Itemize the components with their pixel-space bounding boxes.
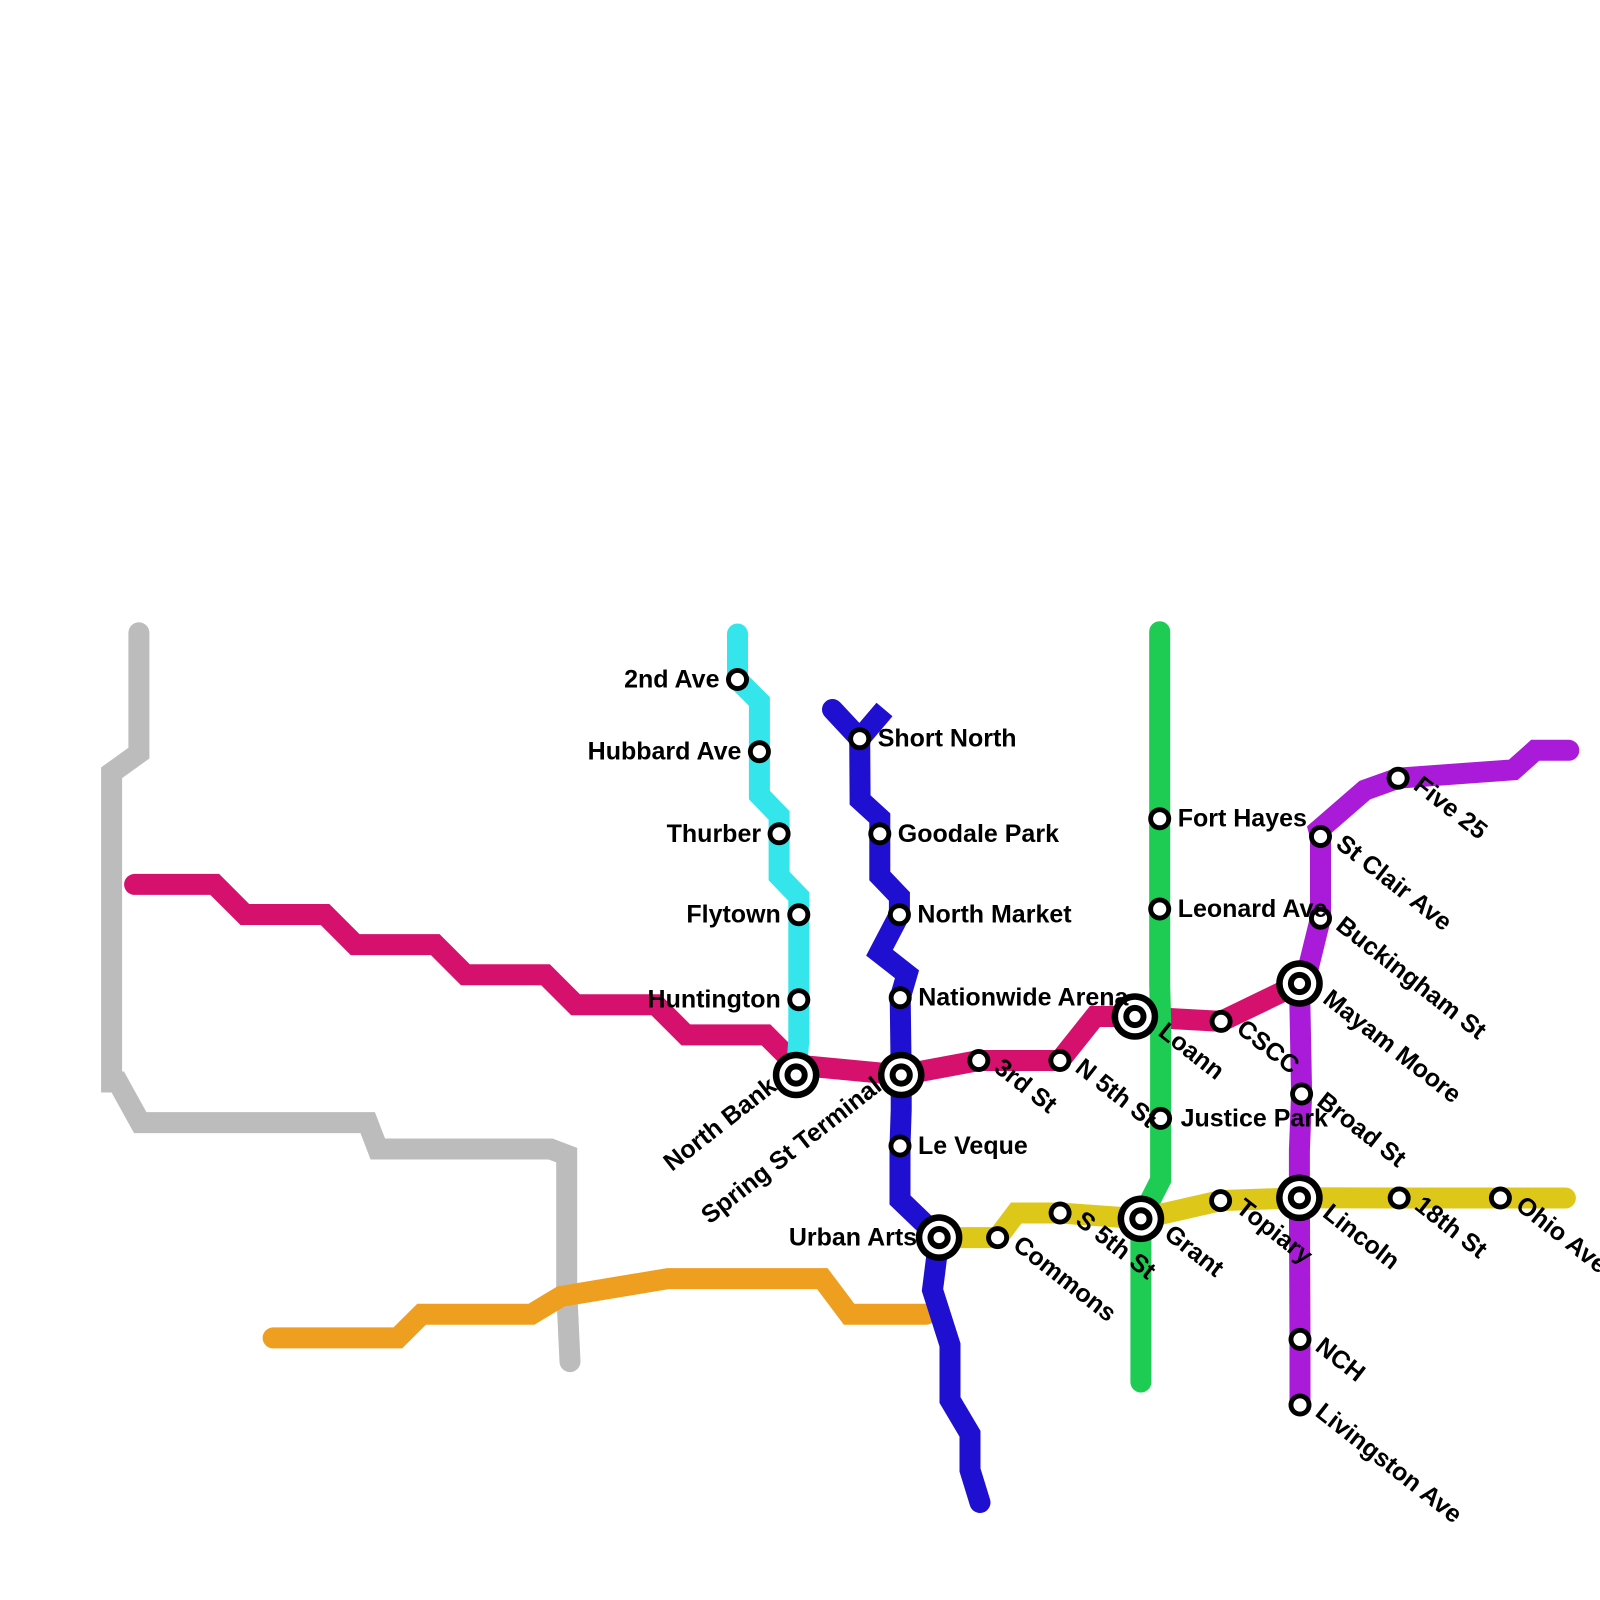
svg-text:Short North: Short North	[878, 725, 1017, 753]
svg-text:Nationwide Arena: Nationwide Arena	[918, 984, 1129, 1012]
svg-text:Thurber: Thurber	[667, 820, 762, 848]
svg-text:Le Veque: Le Veque	[918, 1132, 1028, 1160]
svg-text:Goodale Park: Goodale Park	[898, 820, 1059, 848]
svg-text:Hubbard Ave: Hubbard Ave	[588, 738, 742, 766]
svg-text:Urban Arts: Urban Arts	[789, 1224, 917, 1252]
svg-text:Flytown: Flytown	[686, 901, 780, 929]
svg-text:Leonard Ave: Leonard Ave	[1178, 895, 1328, 923]
svg-text:North Market: North Market	[917, 901, 1072, 929]
svg-text:Huntington: Huntington	[648, 986, 781, 1014]
svg-text:Fort Hayes: Fort Hayes	[1178, 805, 1307, 833]
svg-text:Justice Park: Justice Park	[1181, 1104, 1328, 1132]
svg-text:2nd Ave: 2nd Ave	[624, 666, 719, 694]
